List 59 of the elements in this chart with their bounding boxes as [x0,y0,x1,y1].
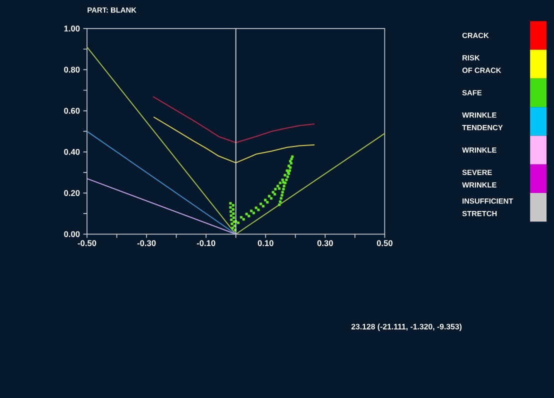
y-tick-label: 0.00 [64,231,80,238]
y-tick-label: 0.40 [64,148,80,155]
point [264,198,267,202]
point [281,178,284,182]
point [268,194,270,198]
point [248,214,250,218]
point [285,178,288,182]
point [252,212,255,214]
x-tick-label: -0.50 [78,240,96,246]
y-tick-label: 0.80 [64,66,80,73]
x-tick-label: -0.30 [137,240,156,246]
point [229,202,232,204]
point [232,216,236,219]
point [280,194,284,196]
point [274,188,277,190]
point [230,214,232,217]
point [231,226,234,230]
point [250,210,253,212]
point [266,200,269,204]
point [276,184,280,188]
line-series [153,116,315,164]
point [262,204,264,208]
point [278,200,282,203]
point [288,164,290,168]
point [278,182,282,184]
point [260,202,262,206]
point [230,218,233,221]
point [272,190,274,194]
point [281,190,284,194]
point [232,208,234,211]
point [232,212,235,215]
point [284,174,286,176]
point [232,204,234,207]
y-tick-label: 0.20 [64,190,80,196]
point [278,203,281,206]
point [240,216,242,218]
point [254,206,258,210]
point [242,218,245,221]
point [286,175,289,178]
point [229,206,232,209]
point [280,197,282,200]
point [245,212,248,216]
x-tick-label: 0.50 [376,240,392,246]
point [289,166,292,169]
y-tick-label: 0.60 [64,108,80,114]
point [278,187,281,190]
point [282,184,286,188]
point [274,192,276,196]
point [257,208,260,212]
x-tick-label: 0.10 [258,240,274,246]
y-tick-label: 1.00 [64,26,80,32]
point [230,222,234,226]
point [230,210,232,213]
line-series [152,96,315,144]
point [291,155,294,158]
point [270,197,273,200]
x-tick-label: -0.10 [196,240,216,246]
x-tick-label: 0.30 [317,240,333,246]
point [282,188,285,190]
